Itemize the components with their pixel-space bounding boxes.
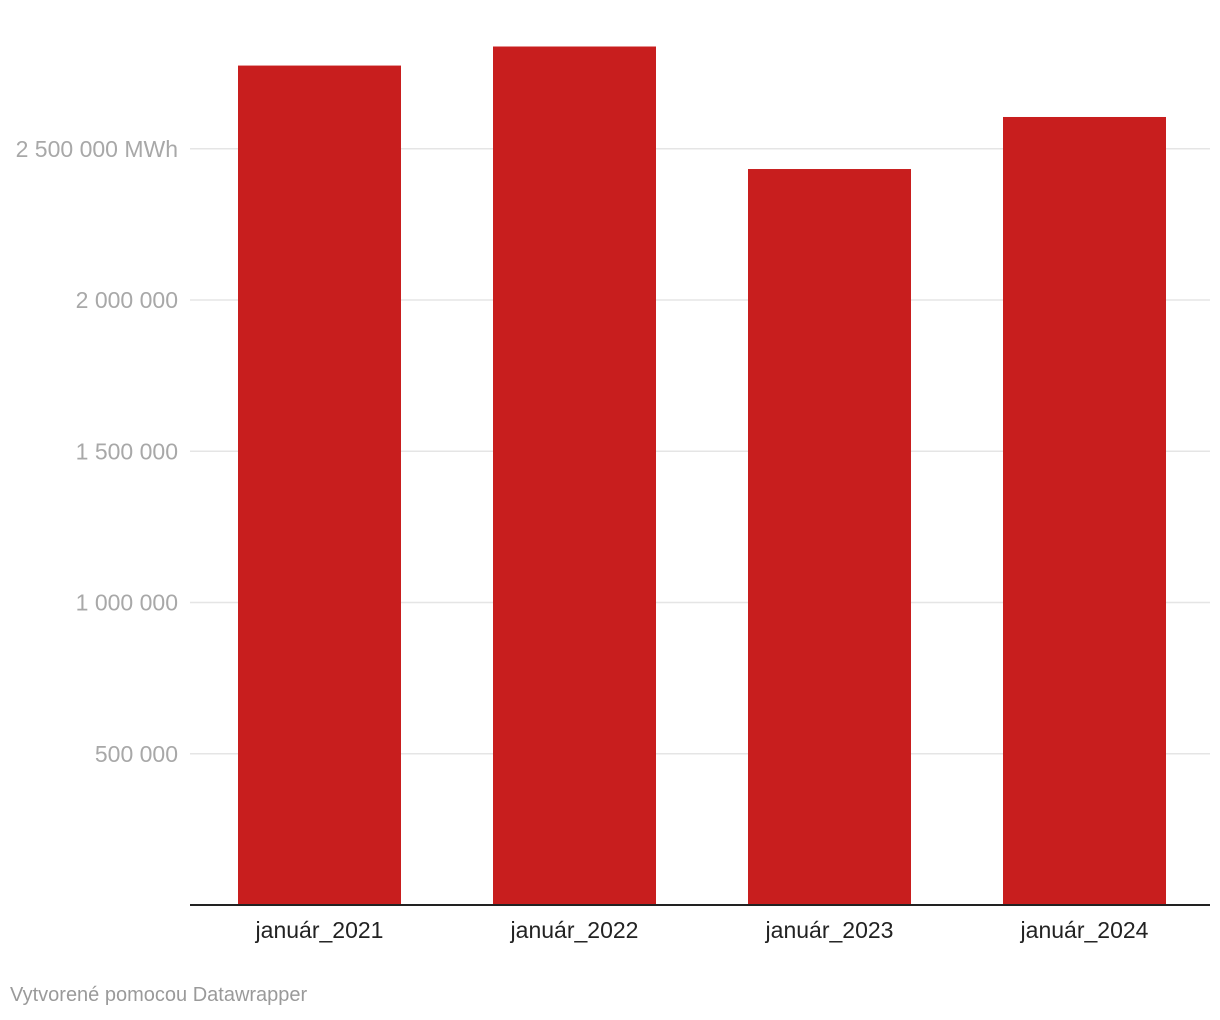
y-tick-label: 2 000 000 <box>76 287 178 313</box>
bar-január_2022[interactable] <box>493 46 656 905</box>
footer-credit[interactable]: Vytvorené pomocou Datawrapper <box>10 984 308 1006</box>
x-category-label: január_2022 <box>510 917 639 943</box>
bars <box>238 46 1166 906</box>
y-tick-label: 1 500 000 <box>76 438 178 464</box>
bar-január_2021[interactable] <box>238 65 401 905</box>
y-tick-label: 2 500 000 MWh <box>16 136 178 162</box>
x-axis-category-labels: január_2021 január_2022 január_2023 január_… <box>255 917 1149 943</box>
y-axis-tick-labels: 500 000 1 000 000 1 500 000 2 000 000 2 500 … <box>16 136 178 767</box>
x-category-label: január_2024 <box>1020 917 1149 943</box>
bar-chart: 500 000 1 000 000 1 500 000 2 000 000 2 500 … <box>16 46 1210 943</box>
x-category-label: január_2023 <box>765 917 894 943</box>
bar-január_2023[interactable] <box>748 169 911 905</box>
x-category-label: január_2021 <box>255 917 384 943</box>
y-tick-label: 1 000 000 <box>76 590 178 616</box>
y-tick-label: 500 000 <box>95 741 178 767</box>
bar-január_2024[interactable] <box>1003 116 1166 906</box>
